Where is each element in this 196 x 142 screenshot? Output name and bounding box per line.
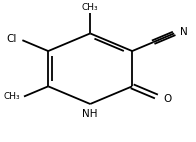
Text: NH: NH [83, 109, 98, 119]
Text: CH₃: CH₃ [4, 92, 20, 101]
Text: CH₃: CH₃ [82, 3, 99, 12]
Text: O: O [164, 94, 172, 104]
Text: Cl: Cl [6, 34, 17, 44]
Text: N: N [180, 27, 188, 37]
